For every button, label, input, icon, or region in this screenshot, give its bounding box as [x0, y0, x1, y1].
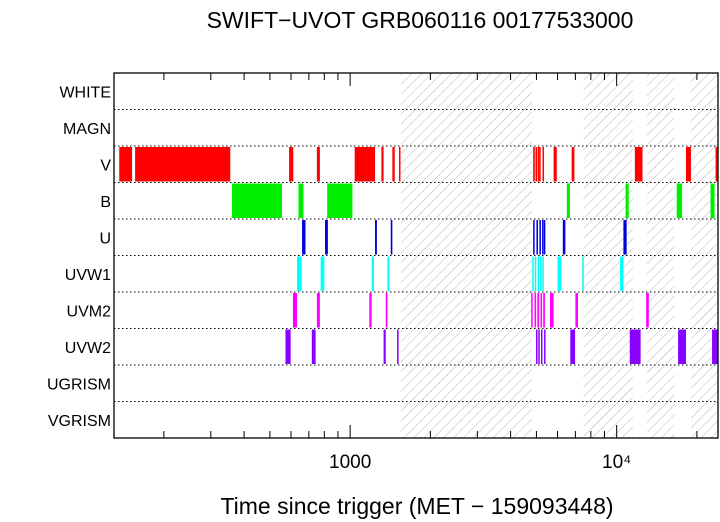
- segment-uvw2-9: [629, 329, 641, 364]
- segment-uvm2-3: [385, 293, 388, 328]
- segment-uvw1-6: [537, 256, 540, 291]
- x-axis-label: Time since trigger (MET − 159093448): [220, 493, 613, 519]
- x-tick-label-0: 1000: [329, 452, 371, 473]
- segment-uvw1-9: [557, 256, 562, 291]
- segment-v-14: [571, 147, 575, 182]
- row-label-vgrism: VGRISM: [48, 413, 111, 430]
- segment-u-7: [542, 220, 544, 255]
- tick-layer: 1000 10⁴: [163, 73, 698, 473]
- x-tick-label-1: 10⁴: [602, 452, 631, 473]
- segment-v-15: [634, 147, 643, 182]
- segment-b-4: [625, 183, 629, 218]
- segment-b-3: [566, 183, 570, 218]
- segment-uvw2-8: [570, 329, 576, 364]
- row-label-layer: WHITE MAGN V B U UVW1 UVM2 UVW2 UGRISM VGRISM: [47, 84, 111, 430]
- segment-v-12: [542, 147, 545, 182]
- segment-uvm2-7: [540, 293, 543, 328]
- segment-uvw2-11: [712, 329, 718, 364]
- row-label-u: U: [99, 230, 111, 247]
- segment-uvw2-4: [535, 329, 538, 364]
- segment-u-0: [302, 220, 306, 255]
- segment-v-6: [392, 147, 395, 182]
- segment-uvw1-0: [297, 256, 302, 291]
- segment-u-9: [562, 220, 566, 255]
- segment-uvw1-5: [534, 256, 537, 291]
- segment-v-5: [381, 147, 384, 182]
- segment-uvw1-1: [320, 256, 325, 291]
- segment-v-11: [539, 147, 541, 182]
- row-divider-layer: [114, 109, 718, 402]
- segment-uvw2-6: [540, 329, 543, 364]
- segment-uvw2-0: [285, 329, 291, 364]
- segment-uvw1-3: [387, 256, 390, 291]
- segment-b-6: [710, 183, 715, 218]
- segment-uvw2-2: [383, 329, 386, 364]
- segment-v-9: [535, 147, 538, 182]
- segment-uvm2-6: [537, 293, 540, 328]
- segment-v-0: [119, 147, 133, 182]
- segment-u-1: [325, 220, 328, 255]
- row-label-magn: MAGN: [63, 121, 111, 138]
- segment-v-8: [533, 147, 535, 182]
- segment-uvw2-5: [538, 329, 540, 364]
- segment-uvw2-7: [544, 329, 546, 364]
- segment-uvm2-11: [646, 293, 649, 328]
- segment-u-3: [390, 220, 393, 255]
- plot-frame: [113, 72, 719, 439]
- segment-u-8: [543, 220, 546, 255]
- row-label-uvw2: UVW2: [65, 340, 111, 357]
- segment-uvw1-2: [371, 256, 374, 291]
- segment-v-3: [316, 147, 320, 182]
- segment-b-2: [327, 183, 353, 218]
- segment-uvw2-3: [397, 329, 399, 364]
- segment-v-2: [289, 147, 294, 182]
- segment-uvw1-11: [620, 256, 624, 291]
- segment-v-13: [553, 147, 557, 182]
- hatch-layer: [400, 73, 718, 438]
- segment-b-5: [676, 183, 683, 218]
- segment-v-17: [715, 147, 718, 182]
- hatched-interval-1: [583, 73, 633, 438]
- segment-uvw1-10: [582, 256, 584, 291]
- segment-b-1: [298, 183, 304, 218]
- segment-u-6: [539, 220, 541, 255]
- segment-v-7: [398, 147, 401, 182]
- segment-u-2: [375, 220, 377, 255]
- row-label-ugrism: UGRISM: [47, 376, 111, 393]
- segment-uvw1-7: [540, 256, 542, 291]
- segment-v-1: [135, 147, 231, 182]
- segment-uvw1-8: [542, 256, 544, 291]
- segment-uvm2-4: [531, 293, 533, 328]
- segment-uvw2-1: [311, 329, 316, 364]
- segment-v-10: [537, 147, 540, 182]
- segment-u-4: [533, 220, 535, 255]
- chart-title: SWIFT−UVOT GRB060116 00177533000: [207, 7, 634, 33]
- segment-uvm2-8: [543, 293, 545, 328]
- row-label-white: WHITE: [59, 84, 111, 101]
- segment-uvw2-10: [678, 329, 686, 364]
- segment-uvm2-10: [575, 293, 578, 328]
- segment-uvm2-9: [549, 293, 554, 328]
- segment-u-5: [536, 220, 538, 255]
- row-label-uvw1: UVW1: [65, 267, 111, 284]
- segment-uvw1-4: [532, 256, 534, 291]
- segment-uvm2-0: [292, 293, 298, 328]
- segment-v-16: [685, 147, 691, 182]
- row-label-b: B: [100, 194, 111, 211]
- segment-uvm2-1: [316, 293, 320, 328]
- segment-uvm2-2: [369, 293, 372, 328]
- segment-uvm2-5: [534, 293, 537, 328]
- row-label-uvm2: UVM2: [67, 303, 112, 320]
- segment-layer: [119, 147, 718, 364]
- row-label-v: V: [100, 157, 111, 174]
- segment-b-0: [231, 183, 282, 218]
- segment-u-10: [623, 220, 627, 255]
- segment-v-4: [354, 147, 376, 182]
